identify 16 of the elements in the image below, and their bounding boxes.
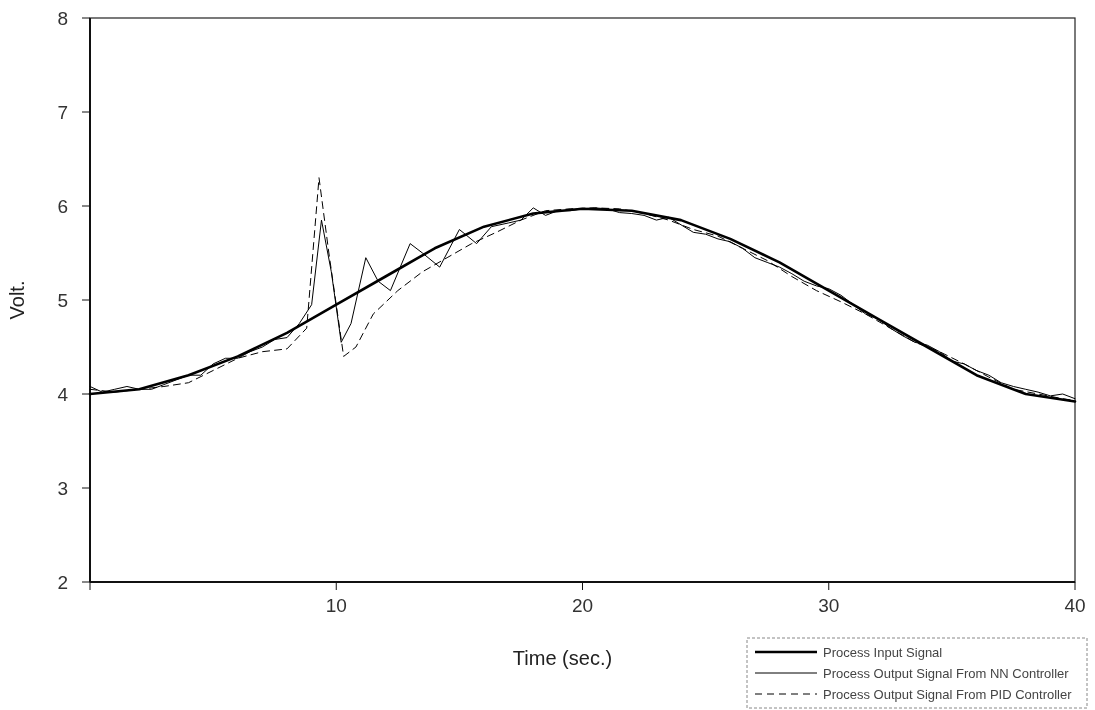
y-axis-title: Volt. bbox=[6, 280, 28, 320]
legend-label: Process Output Signal From PID Controller bbox=[823, 686, 1073, 702]
y-tick-label: 4 bbox=[57, 383, 69, 405]
x-tick-label: 10 bbox=[325, 595, 347, 616]
legend-label: Process Input Signal bbox=[823, 644, 943, 660]
y-tick-label: 8 bbox=[57, 7, 68, 29]
y-tick-label: 2 bbox=[57, 571, 68, 593]
x-axis-title: Time (sec.) bbox=[512, 647, 613, 669]
x-tick-label: 20 bbox=[571, 595, 594, 616]
y-tick-label: 7 bbox=[57, 101, 68, 123]
x-tick-label: 30 bbox=[818, 595, 840, 616]
y-tick-label: 5 bbox=[57, 289, 68, 311]
legend-label: Process Output Signal From NN Controller bbox=[823, 665, 1070, 681]
y-tick-label: 3 bbox=[57, 477, 68, 499]
x-tick-label: 40 bbox=[1064, 595, 1086, 616]
y-tick-label: 6 bbox=[57, 195, 68, 217]
